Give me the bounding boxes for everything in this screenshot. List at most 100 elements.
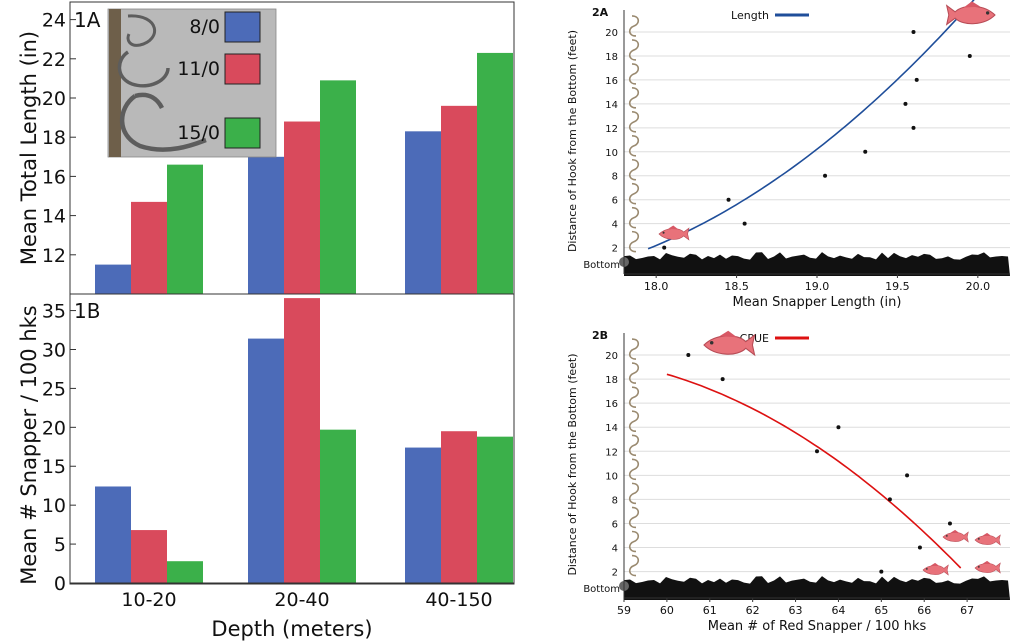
panel-label-2a: 2A — [592, 6, 609, 19]
legend-swatch-11-0 — [224, 53, 261, 85]
x-tick-label-2a: 18.0 — [644, 280, 669, 293]
y-axis-label-2a: Distance of Hook from the Bottom (feet) — [566, 30, 579, 252]
data-point-2b — [917, 545, 922, 550]
y-tick-label-1b: 25 — [42, 378, 66, 400]
bar-1a-8-0-40-150 — [405, 131, 441, 294]
seafloor-silhouette — [624, 576, 1010, 600]
hook-icon — [628, 206, 640, 229]
x-tick-label-2b: 64 — [831, 604, 845, 617]
hook-icon — [628, 39, 640, 61]
y-tick-label-1b: 20 — [42, 417, 66, 439]
bar-1a-8-0-10-20 — [95, 264, 131, 294]
data-point-2a — [742, 221, 747, 226]
hook-11-0-illustration — [117, 50, 170, 88]
data-point-2a — [914, 77, 919, 82]
x-tick-label-category: 40-150 — [425, 589, 492, 611]
y-tick-label-1b: 15 — [42, 456, 66, 478]
data-point-2b — [905, 473, 910, 478]
y-tick-label-2a: 8 — [612, 172, 618, 183]
hook-icon — [628, 410, 640, 433]
x-tick-label-2b: 62 — [746, 604, 760, 617]
fit-curve-2b — [666, 373, 962, 569]
data-point-2b — [686, 353, 691, 358]
hook-8-0-illustration — [126, 14, 157, 47]
bar-1b-11-0-10-20 — [131, 530, 167, 583]
x-tick-label-2a: 19.0 — [805, 280, 830, 293]
red-snapper-icon — [974, 560, 1001, 574]
legend-swatch-15-0 — [224, 117, 261, 149]
y-tick-label-2b: 8 — [612, 495, 618, 506]
panel-label-2b: 2B — [592, 329, 608, 342]
legend-label-15-0: 15/0 — [177, 122, 220, 144]
data-point-2a — [823, 173, 828, 178]
x-tick-label-2b: 63 — [789, 604, 803, 617]
panel-label-1a: 1A — [74, 8, 101, 32]
y-tick-label-1a: 14 — [42, 206, 66, 228]
hook-icon — [628, 15, 640, 37]
hook-icon — [628, 182, 640, 205]
y-tick-label-2b: 6 — [612, 519, 618, 530]
hook-icon — [628, 530, 640, 553]
y-tick-label-2b: 16 — [605, 399, 618, 410]
x-tick-label-2b: 59 — [617, 604, 631, 617]
y-tick-label-1b: 5 — [54, 534, 66, 556]
x-tick-label-2a: 19.5 — [885, 280, 910, 293]
y-tick-label-1a: 18 — [42, 127, 66, 149]
data-point-2b — [887, 497, 892, 502]
panel-1b: 0 5 10 15 20 25 30 35 1B Mean # Snapper / 100 h… — [17, 293, 515, 641]
y-tick-label-2a: 18 — [605, 52, 618, 63]
y-tick-label-2a: 14 — [605, 100, 618, 111]
x-tick-label-2a: 18.5 — [724, 280, 749, 293]
bar-1b-8-0-40-150 — [405, 447, 441, 583]
red-snapper-icon — [945, 1, 996, 26]
y-tick-label-2b: 20 — [605, 351, 618, 362]
red-snapper-icon — [942, 529, 969, 543]
data-point-2a — [903, 101, 908, 106]
seafloor-silhouette — [624, 252, 1010, 276]
bar-1a-15-0-10-20 — [167, 164, 203, 294]
hook-icon — [628, 482, 640, 505]
y-tick-label-1b: 35 — [42, 301, 66, 323]
red-snapper-icon — [922, 562, 949, 576]
panel-1a: 12 14 16 18 20 22 24 8/0 11/0 15/0 1A Mean Total… — [17, 1, 515, 295]
hook-15-0-illustration — [119, 92, 207, 152]
data-point-2a — [662, 245, 667, 250]
bar-1b-15-0-20-40 — [320, 429, 356, 583]
y-tick-label-2a: 4 — [612, 220, 618, 231]
bottom-label-2b: Bottom — [583, 584, 620, 595]
hook-icon — [628, 87, 640, 109]
hook-icon — [628, 554, 640, 577]
legend-2a: Length — [731, 9, 809, 22]
hook-icon — [628, 434, 640, 457]
hook-icon — [628, 230, 640, 253]
bar-1a-11-0-20-40 — [284, 121, 320, 295]
hook-icon — [628, 362, 640, 384]
y-tick-label-2a: 20 — [605, 28, 618, 39]
data-point-2b — [815, 449, 819, 454]
data-point-2a — [967, 53, 972, 58]
red-snapper-icon — [974, 532, 1001, 546]
x-tick-label-category: 10-20 — [121, 589, 176, 611]
y-tick-label-2b: 14 — [605, 423, 618, 434]
x-tick-label-2b: 60 — [660, 604, 674, 617]
x-axis-label-2b: Mean # of Red Snapper / 100 hks — [708, 619, 927, 634]
x-tick-label-2b: 61 — [703, 604, 717, 617]
legend-label-8-0: 8/0 — [189, 16, 220, 38]
y-axis-label-1b: Mean # Snapper / 100 hks — [17, 305, 41, 584]
ruler-strip — [109, 9, 121, 157]
legend-label-11-0: 11/0 — [177, 58, 220, 80]
y-tick-label-2a: 12 — [605, 124, 618, 135]
data-point-2b — [720, 377, 725, 382]
panel-label-1b: 1B — [74, 299, 100, 323]
y-tick-label-2a: 6 — [612, 196, 618, 207]
red-snapper-icon — [658, 225, 690, 241]
y-tick-label-2a: 2 — [612, 244, 618, 255]
y-tick-label-2a: 10 — [605, 148, 618, 159]
y-tick-label-2b: 10 — [605, 471, 618, 482]
bar-1a-15-0-20-40 — [320, 80, 356, 294]
legend-label-2a: Length — [731, 9, 769, 22]
hook-photo-legend: 8/0 11/0 15/0 — [107, 8, 277, 158]
bar-1a-8-0-20-40 — [248, 156, 284, 294]
x-tick-label-2b: 65 — [874, 604, 888, 617]
